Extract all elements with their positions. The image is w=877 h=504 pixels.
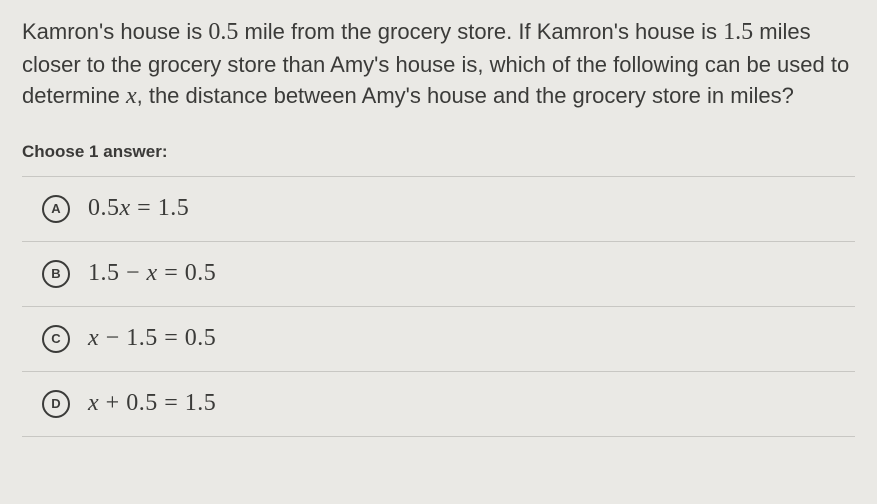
choose-answer-label: Choose 1 answer: [22, 142, 855, 162]
option-letter-icon: C [42, 325, 70, 353]
answers-container: A0.5x = 1.5B1.5 − x = 0.5Cx − 1.5 = 0.5D… [22, 176, 855, 437]
answer-option-b[interactable]: B 1.5 − x = 0.5 [22, 242, 855, 307]
option-letter-icon: B [42, 260, 70, 288]
answer-option-a[interactable]: A 0.5x = 1.5 [22, 177, 855, 242]
option-formula: 1.5 − x = 0.5 [88, 260, 216, 287]
question-text: Kamron's house is 0.5 mile from the groc… [22, 16, 855, 114]
option-letter-icon: A [42, 195, 70, 223]
option-formula: x + 0.5 = 1.5 [88, 390, 216, 417]
answer-option-d[interactable]: Dx + 0.5 = 1.5 [22, 372, 855, 437]
answer-option-c[interactable]: Cx − 1.5 = 0.5 [22, 307, 855, 372]
option-formula: x − 1.5 = 0.5 [88, 325, 216, 352]
option-formula: 0.5x = 1.5 [88, 195, 189, 222]
option-letter-icon: D [42, 390, 70, 418]
